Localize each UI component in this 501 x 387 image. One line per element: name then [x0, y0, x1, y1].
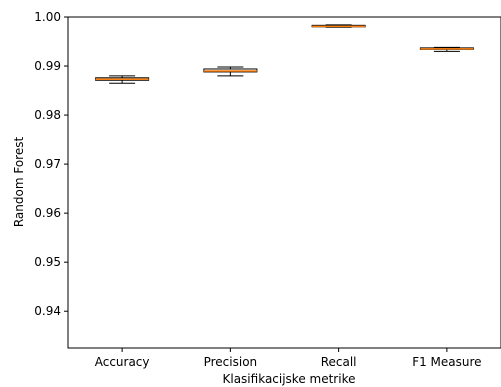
box-accuracy [95, 75, 150, 84]
y-tick-label: 1.00 [34, 10, 61, 24]
box-f1-measure [419, 46, 474, 52]
x-axis-ticks: Accuracy Precision Recall F1 Measure [95, 348, 482, 369]
x-tick-label: Precision [204, 355, 258, 369]
x-tick-label: Accuracy [95, 355, 150, 369]
y-tick-label: 0.97 [34, 157, 61, 171]
box-recall [311, 24, 366, 28]
plot-area [95, 24, 474, 84]
axes-frame [67, 16, 501, 349]
y-tick-label: 0.95 [34, 255, 61, 269]
x-tick-label: F1 Measure [412, 355, 481, 369]
box-precision [203, 66, 258, 77]
y-tick-label: 0.99 [34, 59, 61, 73]
x-axis-label: Klasifikacijske metrike [223, 372, 356, 386]
y-axis-label: Random Forest [12, 137, 26, 228]
y-axis-ticks: 0.94 0.95 0.96 0.97 0.98 0.99 1.00 [34, 10, 68, 318]
x-tick-label: Recall [321, 355, 357, 369]
y-tick-label: 0.98 [34, 108, 61, 122]
y-tick-label: 0.96 [34, 206, 61, 220]
y-tick-label: 0.94 [34, 304, 61, 318]
